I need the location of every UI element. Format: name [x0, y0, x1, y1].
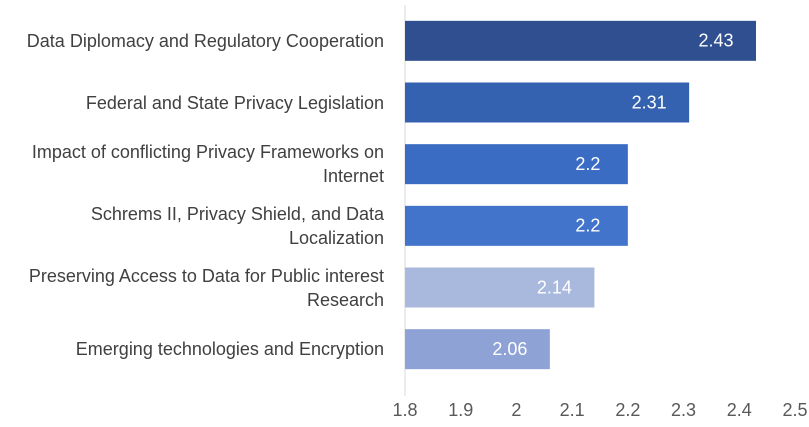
bar: [405, 205, 628, 246]
category-label: Schrems II, Privacy Shield, and Data Loc…: [90, 203, 384, 248]
category-label: Emerging technologies and Encryption: [75, 339, 384, 360]
value-label: 2.43: [698, 31, 733, 51]
value-label: 2.2: [575, 216, 600, 236]
x-tick-label: 2.5: [782, 400, 807, 420]
category-label: Federal and State Privacy Legislation: [85, 92, 384, 113]
bar: [405, 144, 628, 185]
x-tick-label: 2.4: [727, 400, 752, 420]
category-label: Preserving Access to Data for Public int…: [28, 265, 384, 310]
bar: [405, 267, 595, 308]
x-tick-label: 2.2: [615, 400, 640, 420]
x-tick-label: 1.8: [392, 400, 417, 420]
value-label: 2.2: [575, 154, 600, 174]
value-label: 2.06: [492, 339, 527, 359]
category-label: Data Diplomacy and Regulatory Cooperatio…: [26, 30, 384, 51]
bar: [405, 82, 690, 123]
bar: [405, 20, 756, 61]
bar: [405, 329, 550, 370]
value-label: 2.31: [632, 92, 667, 112]
x-tick-label: 1.9: [448, 400, 473, 420]
category-label: Impact of conflicting Privacy Frameworks…: [31, 142, 384, 187]
value-label: 2.14: [537, 277, 572, 297]
x-tick-label: 2: [511, 400, 521, 420]
x-tick-label: 2.1: [560, 400, 585, 420]
x-tick-label: 2.3: [671, 400, 696, 420]
